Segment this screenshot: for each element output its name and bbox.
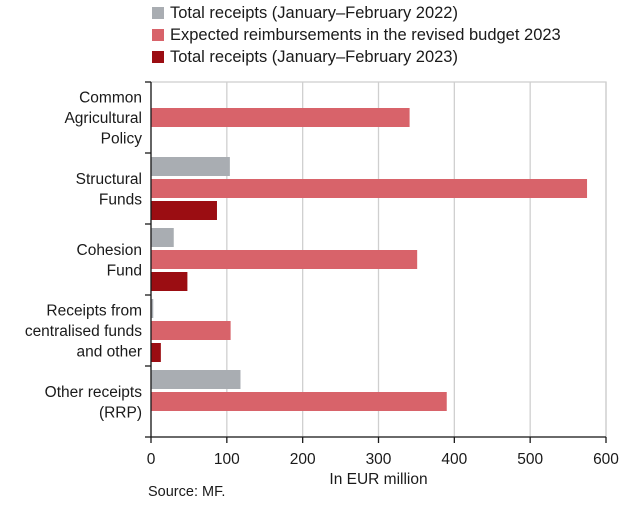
x-tick-label-5: 500: [517, 451, 543, 468]
bar-s0-c1: [151, 157, 230, 176]
legend-label-2022: Total receipts (January–February 2022): [170, 3, 458, 22]
bar-s0-c4: [151, 370, 241, 389]
x-tick-label-4: 400: [441, 451, 467, 468]
source-note: Source: MF.: [148, 484, 226, 500]
x-tick-label-1: 100: [214, 451, 240, 468]
legend-item-budget-2023: Expected reimbursements in the revised b…: [152, 24, 561, 46]
legend-item-2022: Total receipts (January–February 2022): [152, 2, 561, 24]
chart-legend: Total receipts (January–February 2022) E…: [152, 2, 561, 68]
bar-s1-c2: [151, 250, 418, 269]
legend-swatch-2022: [152, 7, 164, 19]
bar-s0-c2: [151, 228, 174, 247]
legend-item-2023: Total receipts (January–February 2023): [152, 46, 561, 68]
category-label-3: Receipts from centralised funds and other: [25, 303, 142, 361]
bar-s0-c3: [151, 299, 154, 318]
bar-s1-c3: [151, 321, 231, 340]
legend-label-2023: Total receipts (January–February 2023): [170, 47, 458, 66]
x-tick-label-0: 0: [147, 451, 156, 468]
bar-s2-c3: [151, 343, 161, 362]
category-label-0: Common Agricultural Policy: [64, 90, 142, 148]
x-tick-label-2: 200: [290, 451, 316, 468]
category-label-4: Other receipts (RRP): [45, 384, 143, 422]
x-tick-label-3: 300: [366, 451, 392, 468]
category-label-1: Structural Funds: [76, 171, 143, 209]
legend-label-budget-2023: Expected reimbursements in the revised b…: [170, 25, 561, 44]
x-axis-label: In EUR million: [329, 471, 427, 488]
legend-swatch-budget-2023: [152, 29, 164, 41]
bar-s1-c4: [151, 392, 447, 411]
bar-s1-c0: [151, 108, 410, 127]
category-label-2: Cohesion Fund: [77, 242, 143, 280]
bar-s2-c2: [151, 272, 188, 291]
bar-s1-c1: [151, 179, 588, 198]
legend-swatch-2023: [152, 51, 164, 63]
x-tick-label-6: 600: [593, 451, 619, 468]
bar-s2-c1: [151, 201, 217, 220]
